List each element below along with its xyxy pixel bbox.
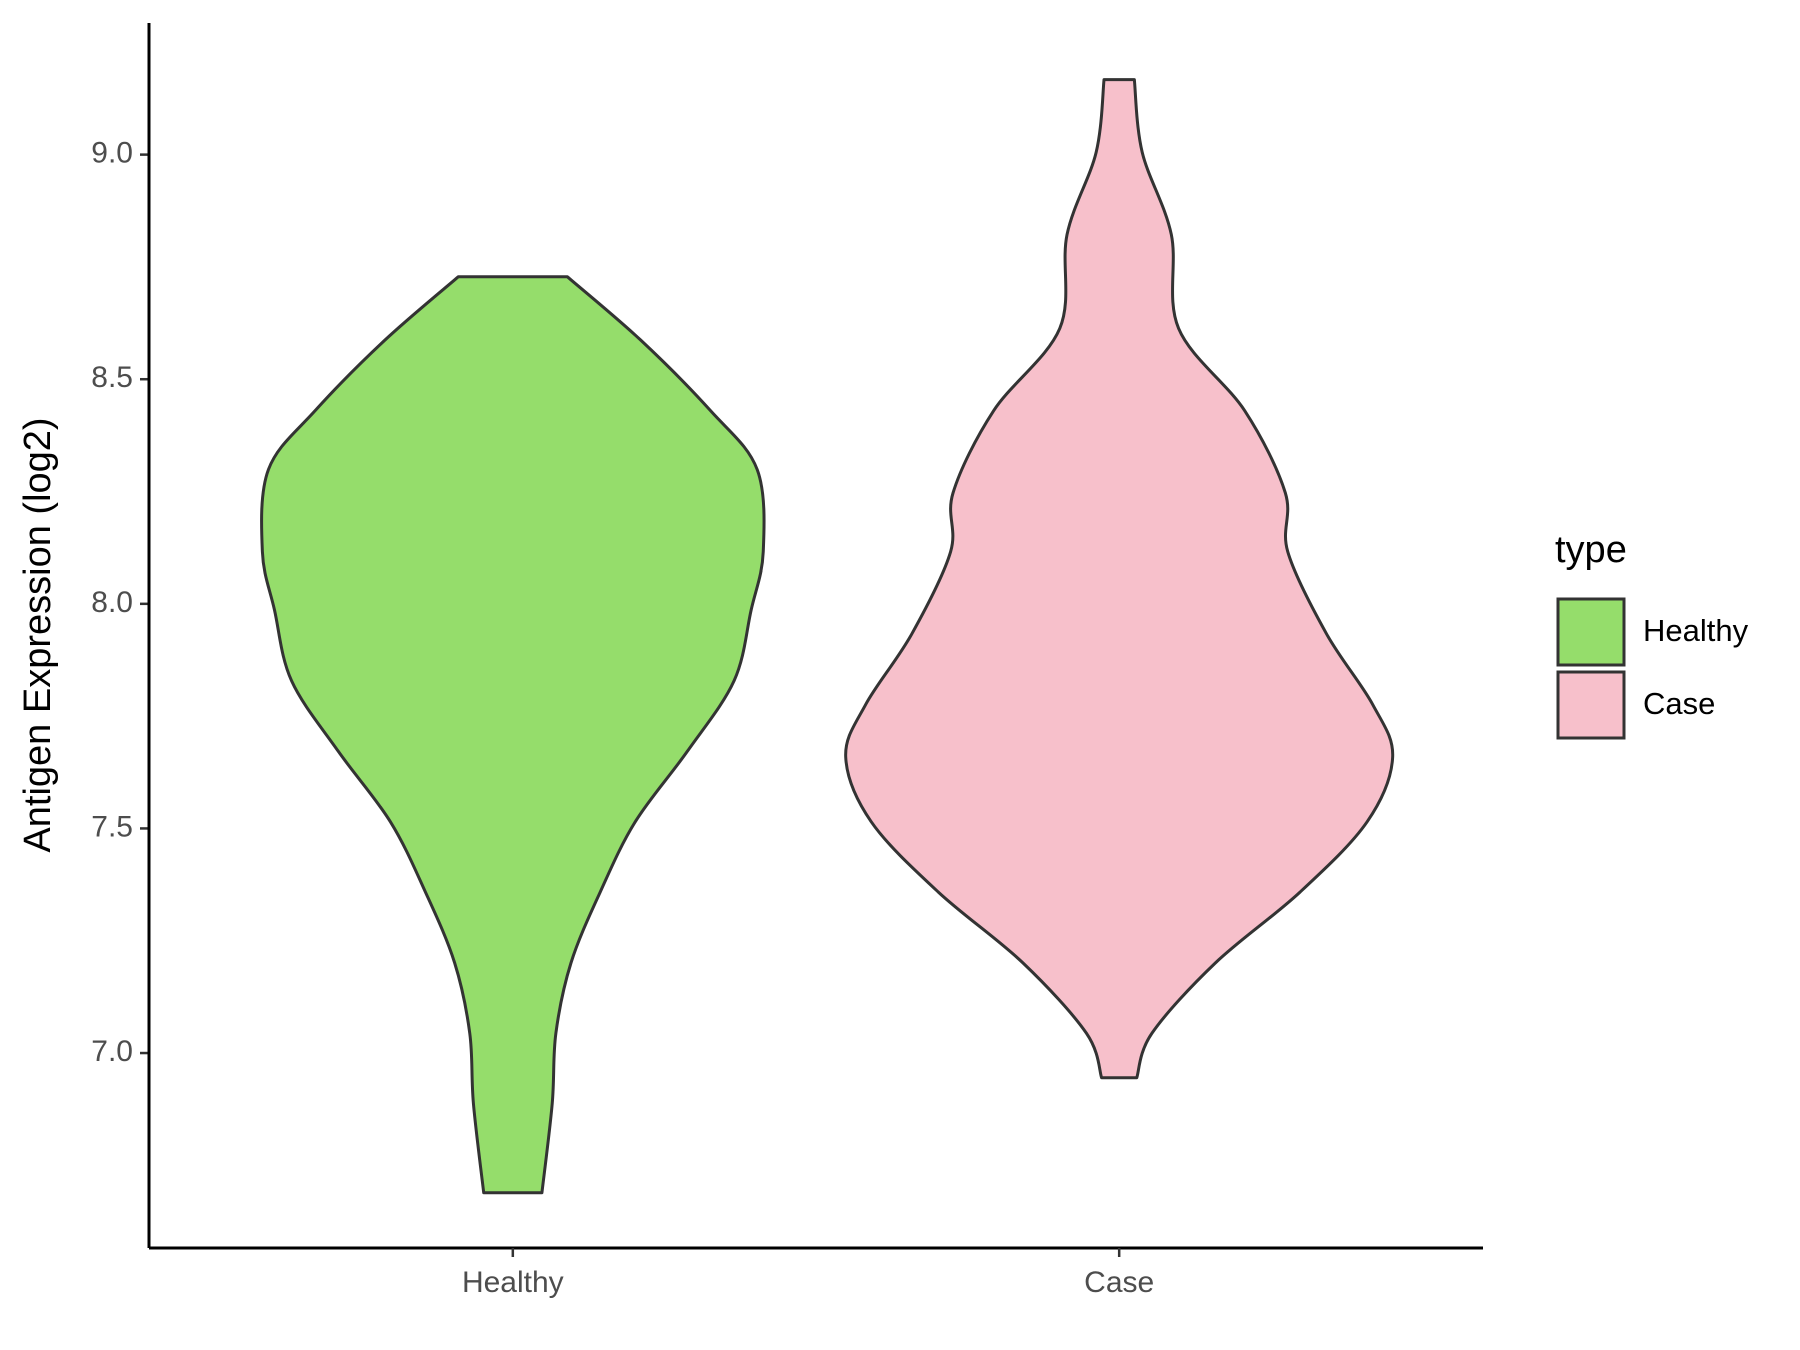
violin — [844, 78, 1395, 1080]
x-tick-label: Case — [1084, 1266, 1154, 1299]
y-tick-label: 7.0 — [91, 1035, 133, 1068]
violin — [260, 275, 766, 1195]
y-tick-label: 7.5 — [91, 810, 133, 843]
y-axis-title: Antigen Expression (log2) — [17, 417, 59, 852]
legend-label: Healthy — [1643, 613, 1749, 648]
legend-key — [1556, 597, 1626, 667]
legend-title: type — [1555, 529, 1627, 571]
x-tick-label: Healthy — [462, 1266, 564, 1299]
legend-label: Case — [1643, 686, 1715, 721]
y-tick-label: 8.5 — [91, 361, 133, 394]
y-tick-label: 8.0 — [91, 586, 133, 619]
y-tick-label: 9.0 — [91, 137, 133, 170]
legend-key — [1556, 670, 1626, 740]
